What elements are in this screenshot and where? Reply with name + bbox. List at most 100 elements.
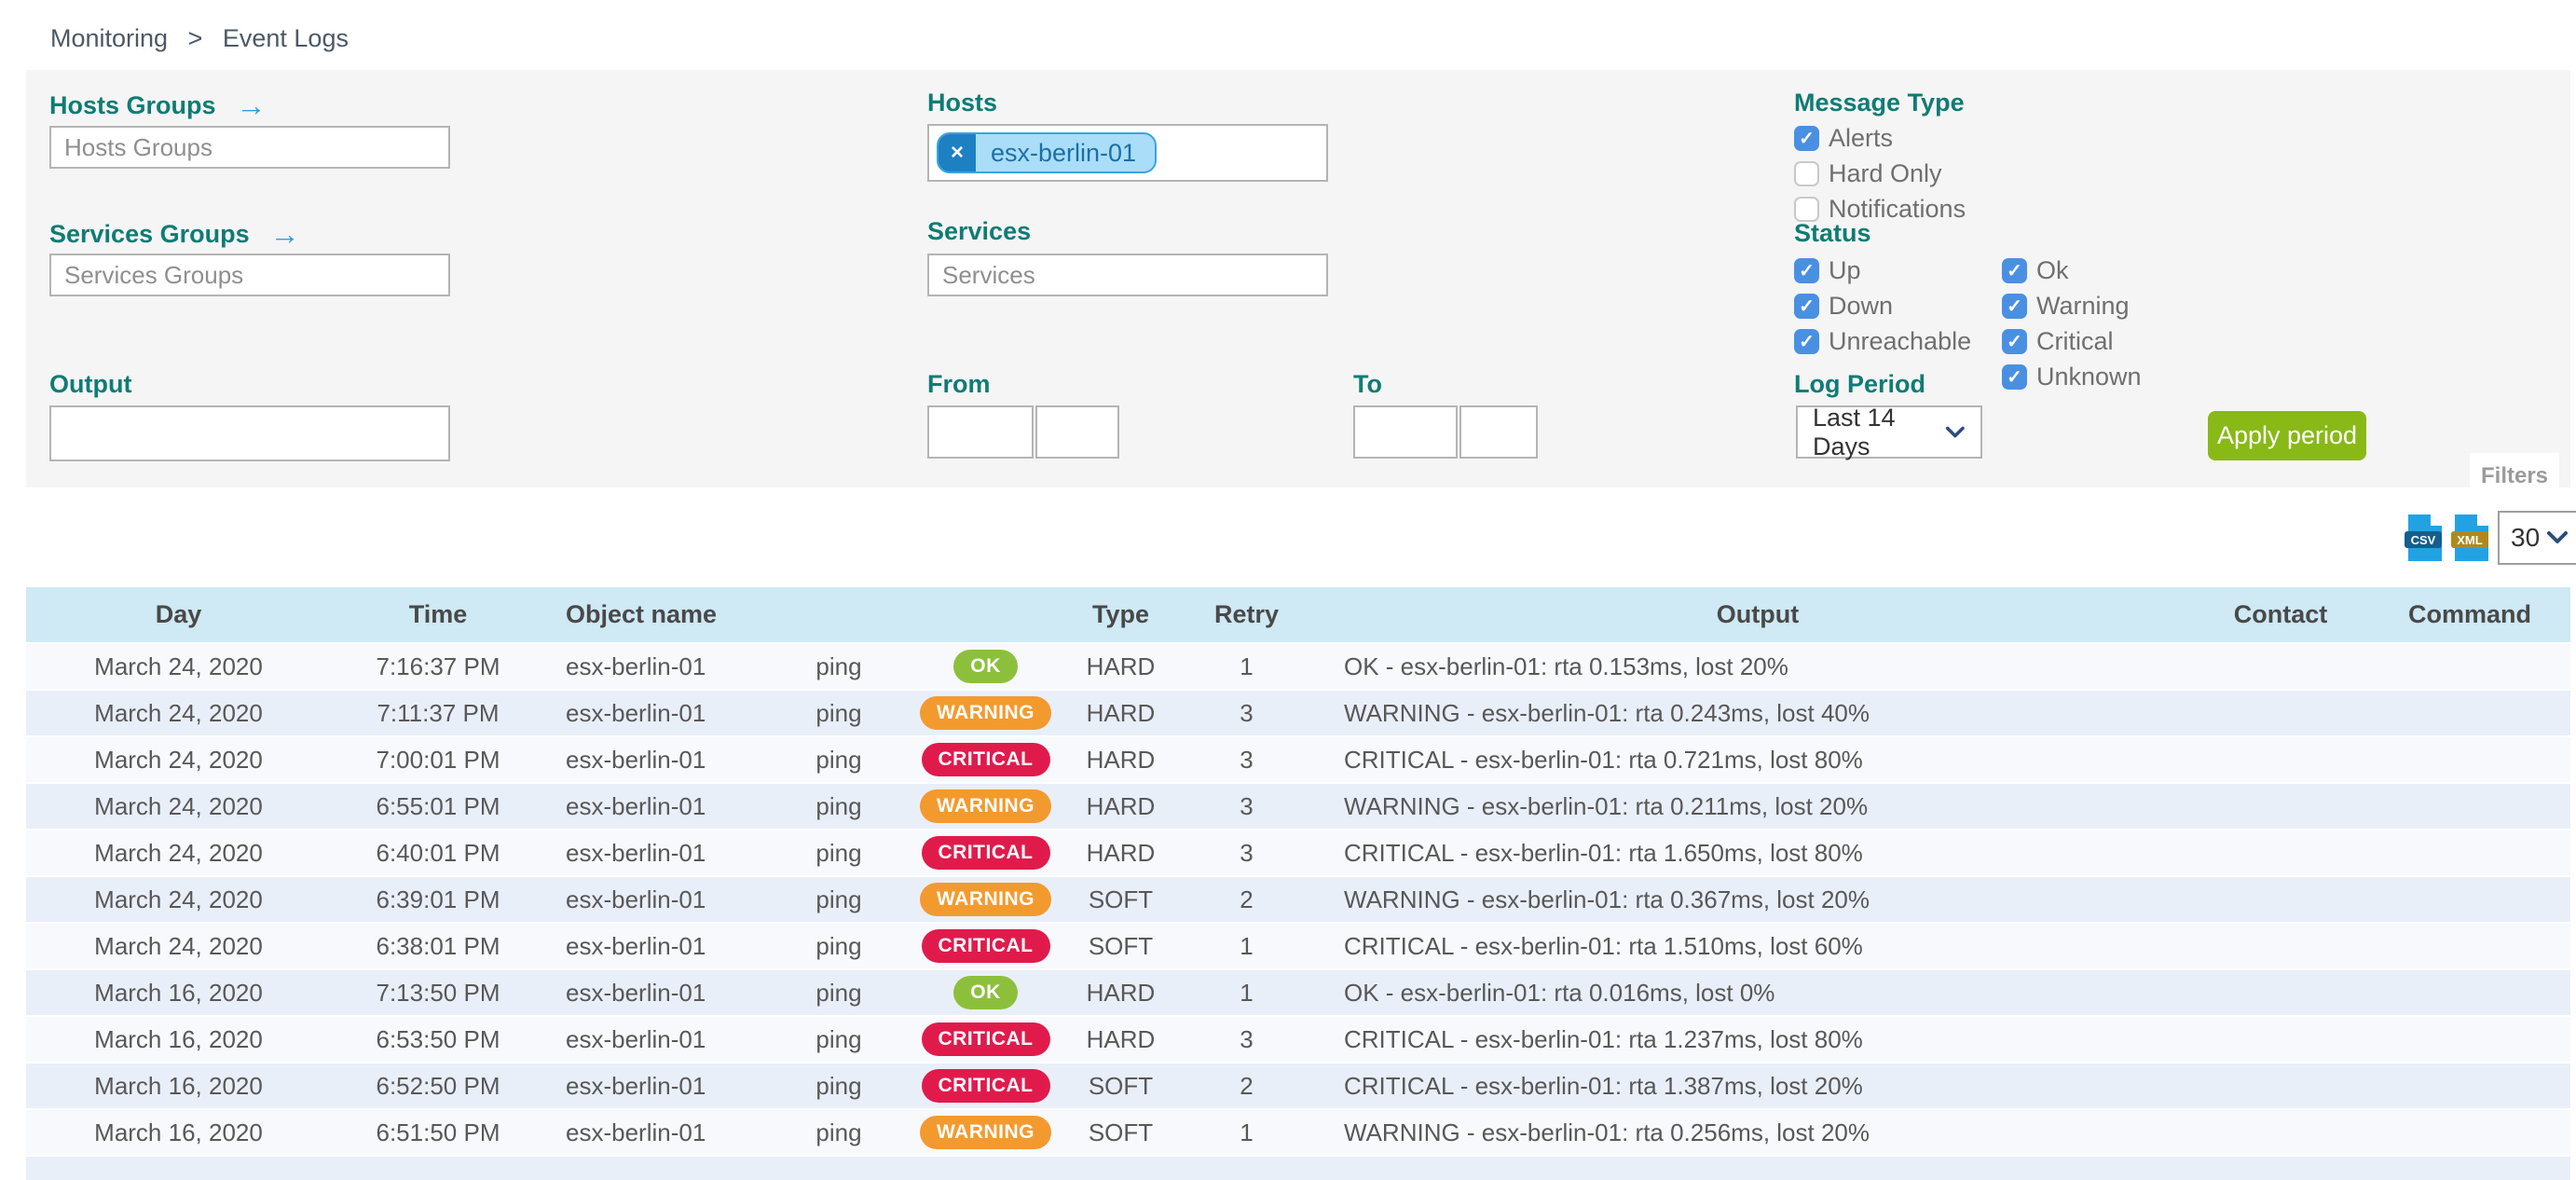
status-label: Status — [1794, 219, 1871, 247]
table-row — [26, 1155, 2570, 1180]
cell-contact — [2192, 829, 2369, 876]
services-input[interactable] — [927, 254, 1328, 296]
export-csv-icon[interactable]: CSV — [2405, 514, 2444, 562]
hosts-input[interactable]: × esx-berlin-01 — [927, 124, 1328, 182]
cell-type: HARD — [1072, 689, 1170, 736]
cell-contact — [2192, 875, 2369, 923]
column-header-command: Command — [2369, 587, 2570, 643]
cell-day: March 16, 2020 — [26, 1062, 331, 1109]
output-input[interactable] — [49, 405, 450, 461]
cell-day — [26, 1155, 331, 1180]
status-badge: CRITICAL — [921, 929, 1050, 963]
hosts-groups-input[interactable] — [49, 126, 450, 169]
hosts-label: Hosts — [927, 89, 998, 117]
column-header-retry: Retry — [1170, 587, 1323, 643]
breadcrumb-monitoring[interactable]: Monitoring — [50, 24, 169, 52]
cell-time: 6:53:50 PM — [331, 1015, 545, 1063]
cell-type: SOFT — [1072, 922, 1170, 969]
checkbox-checked-icon[interactable]: ✓ — [1794, 258, 1819, 283]
cell-output: CRITICAL - esx-berlin-01: rta 0.721ms, l… — [1323, 735, 2192, 783]
from-date-input[interactable] — [927, 405, 1034, 459]
checkbox-warning[interactable]: ✓ Warning — [2002, 292, 2142, 321]
cell-contact — [2192, 1062, 2369, 1109]
checkbox-checked-icon[interactable]: ✓ — [2002, 258, 2027, 283]
status-badge: WARNING — [920, 696, 1051, 730]
cell-contact — [2192, 922, 2369, 969]
arrow-right-icon[interactable]: → — [269, 217, 300, 251]
to-time-input[interactable] — [1459, 405, 1538, 459]
checkbox-checked-icon[interactable]: ✓ — [2002, 329, 2027, 354]
cell-object-name: esx-berlin-01 — [545, 829, 778, 876]
breadcrumb-event-logs: Event Logs — [222, 24, 349, 52]
arrow-right-icon[interactable]: → — [236, 89, 267, 122]
cell-day: March 24, 2020 — [26, 922, 331, 969]
cell-output: WARNING - esx-berlin-01: rta 0.256ms, lo… — [1323, 1108, 2192, 1156]
checkbox-checked-icon[interactable]: ✓ — [1794, 329, 1819, 354]
checkbox-checked-icon[interactable]: ✓ — [1794, 126, 1819, 151]
checkbox-alerts[interactable]: ✓ Alerts — [1794, 124, 1966, 153]
page-size-value: 30 — [2511, 523, 2541, 552]
breadcrumb-separator: > — [187, 24, 203, 52]
cell — [1323, 1155, 2192, 1180]
log-period-label: Log Period — [1794, 370, 1925, 398]
export-xml-icon[interactable]: XML — [2451, 514, 2490, 562]
cell-status: OK — [899, 968, 1072, 1016]
checkbox-checked-icon[interactable]: ✓ — [2002, 294, 2027, 319]
checkbox-unknown[interactable]: ✓ Unknown — [2002, 363, 2142, 391]
cell-command — [2369, 1108, 2570, 1156]
cell-retry: 3 — [1170, 689, 1323, 736]
checkbox-label: Alerts — [1829, 124, 1894, 152]
services-groups-input[interactable] — [49, 254, 450, 296]
cell-time: 6:38:01 PM — [331, 922, 545, 969]
to-date-input[interactable] — [1353, 405, 1458, 459]
cell-time: 7:11:37 PM — [331, 689, 545, 736]
filters-tab[interactable]: Filters — [2470, 453, 2559, 500]
cell — [1170, 1155, 1323, 1180]
cell-type: SOFT — [1072, 1062, 1170, 1109]
cell-retry: 1 — [1170, 1108, 1323, 1156]
page-size-select[interactable]: 30 — [2498, 511, 2576, 565]
cell-service: ping — [778, 1062, 899, 1109]
from-time-input[interactable] — [1035, 405, 1119, 459]
cell-retry: 2 — [1170, 1062, 1323, 1109]
cell-retry: 2 — [1170, 875, 1323, 923]
cell-status: WARNING — [899, 689, 1072, 736]
checkbox-unchecked-icon[interactable] — [1794, 161, 1819, 186]
cell-service: ping — [778, 1108, 899, 1156]
cell — [2369, 1155, 2570, 1180]
cell-service: ping — [778, 642, 899, 690]
checkbox-hard-only[interactable]: Hard Only — [1794, 159, 1966, 188]
status-badge: CRITICAL — [921, 1069, 1050, 1103]
cell-day: March 24, 2020 — [26, 689, 331, 736]
checkbox-label: Unreachable — [1829, 327, 1972, 355]
apply-period-button[interactable]: Apply period — [2208, 411, 2366, 460]
table-row: March 16, 2020 6:53:50 PM esx-berlin-01 pin… — [26, 1015, 2570, 1063]
cell-status: CRITICAL — [899, 1015, 1072, 1063]
checkbox-up[interactable]: ✓ Up — [1794, 256, 1971, 285]
cell-time: 6:40:01 PM — [331, 829, 545, 876]
checkbox-notifications[interactable]: Notifications — [1794, 195, 1966, 224]
cell-object-name: esx-berlin-01 — [545, 1015, 778, 1063]
checkbox-unreachable[interactable]: ✓ Unreachable — [1794, 327, 1971, 356]
cell-command — [2369, 875, 2570, 923]
checkbox-checked-icon[interactable]: ✓ — [1794, 294, 1819, 319]
column-header-time: Time — [331, 587, 545, 643]
table-header-row: Day Time Object name Type Retry Output Contact… — [26, 587, 2570, 643]
cell-day: March 24, 2020 — [26, 875, 331, 923]
status-badge: WARNING — [920, 883, 1051, 916]
checkbox-critical[interactable]: ✓ Critical — [2002, 327, 2142, 356]
checkbox-unchecked-icon[interactable] — [1794, 197, 1819, 222]
host-chip-label: esx-berlin-01 — [991, 138, 1137, 167]
cell-status: WARNING — [899, 1108, 1072, 1156]
cell-type: HARD — [1072, 829, 1170, 876]
checkbox-ok[interactable]: ✓ Ok — [2002, 256, 2142, 285]
log-period-select[interactable]: Last 14 Days — [1796, 404, 1982, 460]
checkbox-checked-icon[interactable]: ✓ — [2002, 364, 2027, 390]
host-chip: × esx-berlin-01 — [937, 132, 1158, 173]
cell-service: ping — [778, 922, 899, 969]
chip-remove-icon[interactable]: × — [939, 134, 976, 172]
cell-object-name: esx-berlin-01 — [545, 1062, 778, 1109]
checkbox-down[interactable]: ✓ Down — [1794, 292, 1971, 321]
checkbox-label: Notifications — [1829, 195, 1966, 223]
column-header-contact: Contact — [2192, 587, 2369, 643]
